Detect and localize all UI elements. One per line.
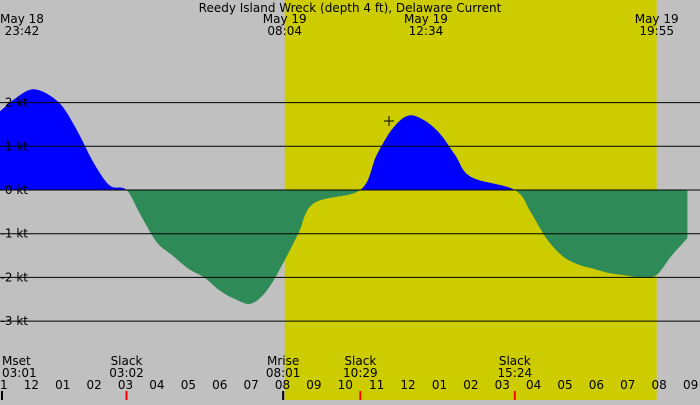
bottom-events: Mset03:01Slack03:02Mrise08:01Slack10:29S…	[1, 354, 533, 400]
x-tick-label: 12	[400, 378, 415, 392]
flood-area	[360, 115, 515, 190]
x-tick-label: 07	[620, 378, 635, 392]
event-label: Mset	[2, 354, 31, 368]
x-tick-label: 09	[683, 378, 698, 392]
top-marker-date: May 18	[0, 12, 44, 26]
x-tick-label: 03	[495, 378, 510, 392]
x-tick-label: 03	[118, 378, 133, 392]
x-tick-label: 08	[275, 378, 290, 392]
x-tick-label: 02	[87, 378, 102, 392]
x-tick-label: 11	[0, 378, 8, 392]
y-tick-label: 0 kt	[5, 183, 28, 197]
x-tick-label: 04	[526, 378, 541, 392]
x-tick-label: 04	[149, 378, 164, 392]
top-marker-date: May 19	[404, 12, 448, 26]
x-tick-label: 11	[369, 378, 384, 392]
event-time: 08:01	[266, 366, 301, 380]
y-tick-label: -3 kt	[1, 314, 29, 328]
chart-title: Reedy Island Wreck (depth 4 ft), Delawar…	[199, 1, 502, 15]
x-tick-label: 02	[463, 378, 478, 392]
x-tick-label: 01	[432, 378, 447, 392]
event-label: Slack	[499, 354, 531, 368]
y-tick-label: 2 kt	[5, 96, 28, 110]
event-label: Slack	[344, 354, 376, 368]
x-tick-label: 06	[212, 378, 227, 392]
event-label: Mrise	[267, 354, 299, 368]
event-time: 03:01	[2, 366, 37, 380]
top-marker-time: 12:34	[409, 24, 444, 38]
x-tick-label: 05	[557, 378, 572, 392]
x-tick-label: 01	[55, 378, 70, 392]
ebb-area	[126, 190, 361, 304]
top-marker-time: 19:55	[639, 24, 674, 38]
event-time: 10:29	[343, 366, 378, 380]
crosshair-marker	[384, 116, 394, 126]
x-tick-label: 12	[24, 378, 39, 392]
x-tick-label: 08	[652, 378, 667, 392]
flood-area	[0, 89, 127, 190]
y-axis-ticks: 2 kt 1 kt 0 kt -1 kt -2 kt -3 kt	[1, 96, 29, 329]
grid-lines	[0, 102, 700, 322]
y-tick-label: -1 kt	[1, 227, 29, 241]
event-label: Slack	[111, 354, 143, 368]
top-marker-time: 23:42	[5, 24, 40, 38]
y-tick-label: -2 kt	[1, 270, 29, 284]
x-tick-label: 05	[181, 378, 196, 392]
x-tick-label: 10	[338, 378, 353, 392]
event-time: 15:24	[498, 366, 533, 380]
event-time: 03:02	[109, 366, 144, 380]
top-marker-date: May 19	[263, 12, 307, 26]
x-tick-label: 07	[243, 378, 258, 392]
x-tick-label: 06	[589, 378, 604, 392]
x-tick-label: 09	[306, 378, 321, 392]
x-axis: 11 12 01 02 03 04 05 06 07 08 09 10 11 12 01 02 03 04 05 06…	[0, 378, 698, 392]
top-marker-time: 08:04	[267, 24, 302, 38]
top-marker-date: May 19	[635, 12, 679, 26]
y-tick-label: 1 kt	[5, 139, 28, 153]
